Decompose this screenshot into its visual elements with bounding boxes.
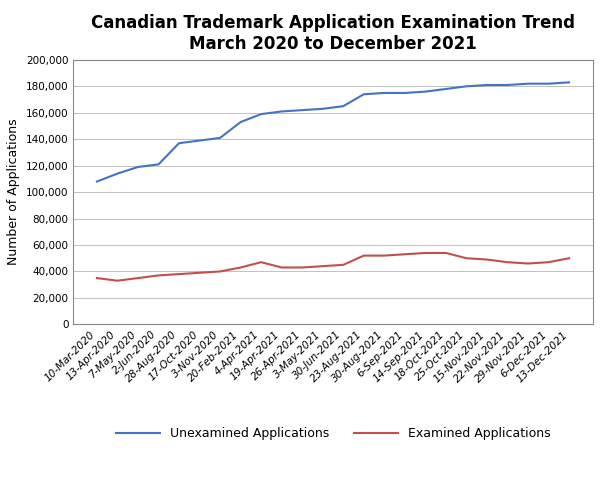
Examined Applications xyxy=(278,264,285,270)
Examined Applications xyxy=(340,262,347,268)
Unexamined Applications xyxy=(319,106,326,112)
Unexamined Applications xyxy=(483,82,491,88)
Unexamined Applications xyxy=(381,90,388,96)
Unexamined Applications xyxy=(463,83,470,89)
Examined Applications xyxy=(504,259,511,265)
Unexamined Applications xyxy=(401,90,409,96)
Examined Applications xyxy=(524,260,532,266)
Unexamined Applications xyxy=(565,79,573,85)
Unexamined Applications xyxy=(442,86,450,92)
Examined Applications xyxy=(175,271,183,277)
Unexamined Applications xyxy=(545,81,552,87)
Examined Applications xyxy=(257,259,265,265)
Examined Applications xyxy=(155,272,162,278)
Line: Examined Applications: Examined Applications xyxy=(97,253,569,281)
Unexamined Applications xyxy=(93,179,101,185)
Line: Unexamined Applications: Unexamined Applications xyxy=(97,82,569,182)
Unexamined Applications xyxy=(114,171,121,177)
Unexamined Applications xyxy=(422,89,429,95)
Examined Applications xyxy=(319,263,326,269)
Unexamined Applications xyxy=(134,164,142,170)
Unexamined Applications xyxy=(175,140,183,146)
Examined Applications xyxy=(565,255,573,261)
Title: Canadian Trademark Application Examination Trend
March 2020 to December 2021: Canadian Trademark Application Examinati… xyxy=(91,14,575,53)
Examined Applications xyxy=(422,250,429,256)
Examined Applications xyxy=(401,251,409,257)
Unexamined Applications xyxy=(524,81,532,87)
Examined Applications xyxy=(483,256,491,262)
Unexamined Applications xyxy=(216,135,224,141)
Examined Applications xyxy=(134,275,142,281)
Examined Applications xyxy=(381,252,388,258)
Examined Applications xyxy=(196,270,203,276)
Examined Applications xyxy=(545,259,552,265)
Examined Applications xyxy=(463,255,470,261)
Examined Applications xyxy=(237,264,244,270)
Unexamined Applications xyxy=(299,107,306,113)
Unexamined Applications xyxy=(278,108,285,114)
Examined Applications xyxy=(360,252,367,258)
Unexamined Applications xyxy=(360,91,367,97)
Examined Applications xyxy=(93,275,101,281)
Legend: Unexamined Applications, Examined Applications: Unexamined Applications, Examined Applic… xyxy=(111,422,555,445)
Examined Applications xyxy=(442,250,450,256)
Y-axis label: Number of Applications: Number of Applications xyxy=(7,119,20,265)
Unexamined Applications xyxy=(237,119,244,125)
Examined Applications xyxy=(216,268,224,274)
Unexamined Applications xyxy=(155,161,162,167)
Unexamined Applications xyxy=(257,111,265,117)
Examined Applications xyxy=(299,264,306,270)
Unexamined Applications xyxy=(196,138,203,144)
Unexamined Applications xyxy=(340,103,347,109)
Unexamined Applications xyxy=(504,82,511,88)
Examined Applications xyxy=(114,278,121,284)
